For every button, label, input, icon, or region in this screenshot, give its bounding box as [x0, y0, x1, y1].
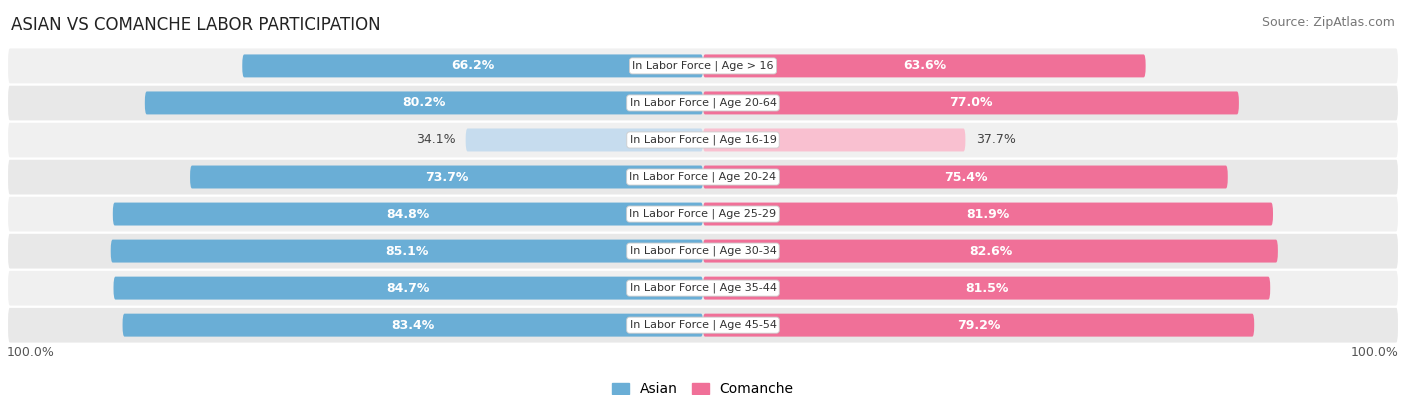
Text: 84.8%: 84.8%: [387, 207, 430, 220]
FancyBboxPatch shape: [7, 47, 1399, 85]
FancyBboxPatch shape: [7, 269, 1399, 307]
FancyBboxPatch shape: [112, 203, 703, 226]
Text: ASIAN VS COMANCHE LABOR PARTICIPATION: ASIAN VS COMANCHE LABOR PARTICIPATION: [11, 16, 381, 34]
FancyBboxPatch shape: [7, 233, 1399, 269]
Text: In Labor Force | Age 25-29: In Labor Force | Age 25-29: [630, 209, 776, 219]
FancyBboxPatch shape: [111, 240, 703, 263]
FancyBboxPatch shape: [7, 307, 1399, 344]
Text: 100.0%: 100.0%: [1351, 346, 1399, 359]
Text: In Labor Force | Age 45-54: In Labor Force | Age 45-54: [630, 320, 776, 330]
Text: In Labor Force | Age 20-24: In Labor Force | Age 20-24: [630, 172, 776, 182]
Text: 82.6%: 82.6%: [969, 245, 1012, 258]
Text: 83.4%: 83.4%: [391, 319, 434, 332]
Text: 84.7%: 84.7%: [387, 282, 430, 295]
FancyBboxPatch shape: [114, 276, 703, 299]
Text: 85.1%: 85.1%: [385, 245, 429, 258]
FancyBboxPatch shape: [703, 203, 1272, 226]
Text: 75.4%: 75.4%: [943, 171, 987, 184]
Text: In Labor Force | Age 16-19: In Labor Force | Age 16-19: [630, 135, 776, 145]
FancyBboxPatch shape: [703, 92, 1239, 115]
Text: In Labor Force | Age 35-44: In Labor Force | Age 35-44: [630, 283, 776, 293]
Text: In Labor Force | Age 20-64: In Labor Force | Age 20-64: [630, 98, 776, 108]
FancyBboxPatch shape: [703, 314, 1254, 337]
FancyBboxPatch shape: [7, 85, 1399, 121]
Text: 73.7%: 73.7%: [425, 171, 468, 184]
FancyBboxPatch shape: [145, 92, 703, 115]
Text: 63.6%: 63.6%: [903, 59, 946, 72]
Text: Source: ZipAtlas.com: Source: ZipAtlas.com: [1261, 16, 1395, 29]
Text: In Labor Force | Age > 16: In Labor Force | Age > 16: [633, 61, 773, 71]
Text: 100.0%: 100.0%: [7, 346, 55, 359]
Text: 81.9%: 81.9%: [966, 207, 1010, 220]
FancyBboxPatch shape: [242, 55, 703, 77]
FancyBboxPatch shape: [703, 55, 1146, 77]
Text: 66.2%: 66.2%: [451, 59, 495, 72]
Text: 79.2%: 79.2%: [957, 319, 1000, 332]
Text: 37.7%: 37.7%: [976, 134, 1015, 147]
Text: 34.1%: 34.1%: [416, 134, 456, 147]
FancyBboxPatch shape: [703, 128, 966, 151]
Text: 81.5%: 81.5%: [965, 282, 1008, 295]
FancyBboxPatch shape: [7, 158, 1399, 196]
FancyBboxPatch shape: [703, 166, 1227, 188]
Text: In Labor Force | Age 30-34: In Labor Force | Age 30-34: [630, 246, 776, 256]
FancyBboxPatch shape: [465, 128, 703, 151]
FancyBboxPatch shape: [7, 121, 1399, 158]
FancyBboxPatch shape: [703, 240, 1278, 263]
Text: 77.0%: 77.0%: [949, 96, 993, 109]
Legend: Asian, Comanche: Asian, Comanche: [607, 377, 799, 395]
FancyBboxPatch shape: [190, 166, 703, 188]
Text: 80.2%: 80.2%: [402, 96, 446, 109]
FancyBboxPatch shape: [703, 276, 1270, 299]
FancyBboxPatch shape: [7, 196, 1399, 233]
FancyBboxPatch shape: [122, 314, 703, 337]
